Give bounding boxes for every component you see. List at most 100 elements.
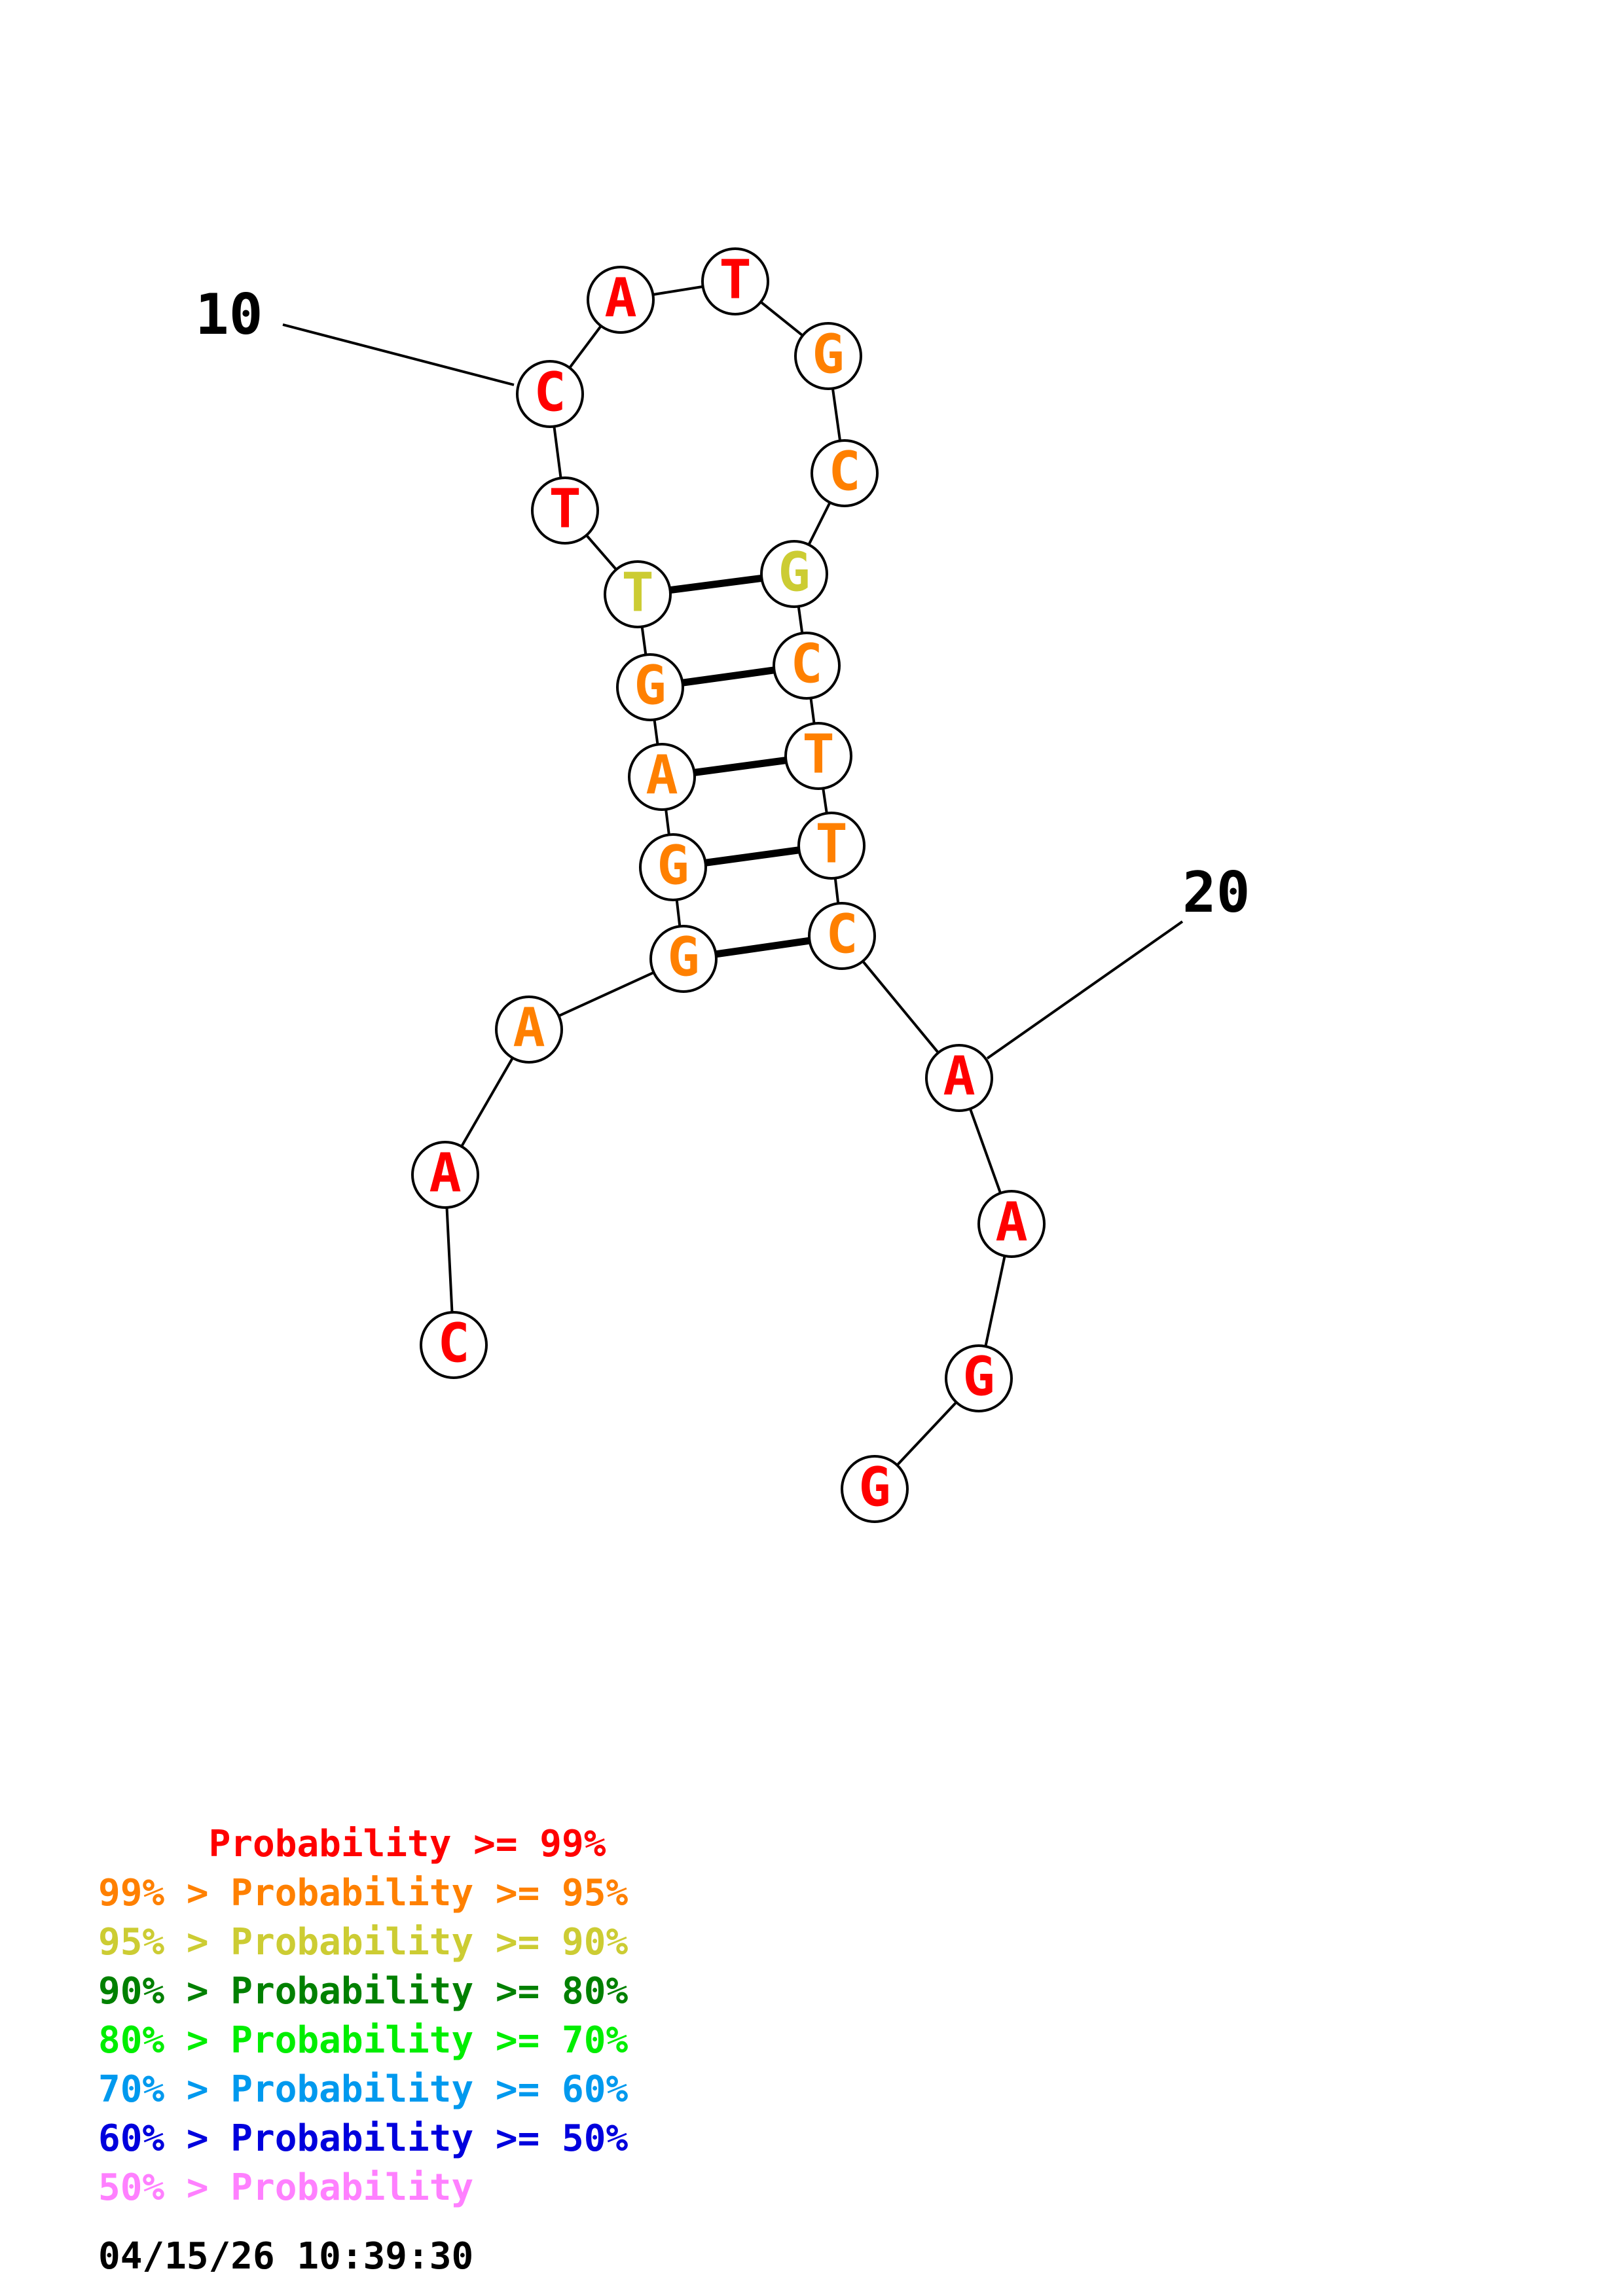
number-label-leader xyxy=(986,920,1184,1060)
backbone-link xyxy=(553,426,562,478)
nucleotide-circle xyxy=(587,266,655,334)
base-pair-layer xyxy=(669,574,811,958)
backbone-link xyxy=(807,501,831,546)
nucleotide: G xyxy=(841,1455,909,1523)
nucleotide-circle xyxy=(628,743,696,811)
base-pair-bond xyxy=(669,574,763,594)
backbone-link xyxy=(585,534,617,571)
legend-label: Probability >= 60% xyxy=(230,2068,629,2111)
legend-prefix: 95% > xyxy=(98,1921,231,1964)
base-pair-bond xyxy=(715,937,811,958)
legend-row: 60% > Probability >= 50% xyxy=(98,2114,628,2163)
nucleotide-circle xyxy=(811,439,879,507)
backbone-link xyxy=(675,899,682,927)
nucleotide-circle xyxy=(784,722,852,790)
nucleotide: G xyxy=(649,925,718,993)
legend-prefix: 60% > xyxy=(98,2117,231,2160)
legend-prefix xyxy=(98,1823,209,1865)
legend-prefix: 99% > xyxy=(98,1872,231,1914)
nucleotide-letter: A xyxy=(429,1142,461,1204)
nucleotide: G xyxy=(639,833,707,901)
backbone-link xyxy=(809,698,816,724)
nucleotide-circle xyxy=(773,632,841,700)
probability-legend: Probability >= 99% 99% > Probability >= 9… xyxy=(98,1820,628,2212)
backbone-link xyxy=(862,960,939,1054)
nucleotide-circle xyxy=(797,812,866,880)
backbone-link xyxy=(653,719,659,745)
nucleotide-circle xyxy=(411,1141,479,1209)
legend-prefix: 80% > xyxy=(98,2019,231,2062)
backbone-link xyxy=(445,1207,454,1313)
nucleotide-letter: C xyxy=(828,440,860,503)
base-pair-bond xyxy=(704,846,800,867)
nucleotide-circle xyxy=(925,1044,993,1112)
nucleotide-circle xyxy=(616,653,684,721)
legend-label: Probability >= 50% xyxy=(230,2117,629,2160)
backbone-link xyxy=(831,388,842,441)
legend-label: Probability >= 90% xyxy=(230,1921,629,1964)
nucleotide: C xyxy=(516,360,584,428)
nucleotide-letter: A xyxy=(604,267,636,329)
backbone-link xyxy=(568,325,602,369)
nucleotide-circle xyxy=(760,540,828,608)
nucleotide-circle xyxy=(808,902,876,970)
backbone-link xyxy=(984,1255,1006,1347)
nucleotide-circle xyxy=(701,247,769,315)
nucleotide-letter: G xyxy=(858,1456,890,1518)
legend-row: 90% > Probability >= 80% xyxy=(98,1967,628,2016)
legend-prefix: 90% > xyxy=(98,1970,231,2013)
nucleotide: A xyxy=(977,1190,1046,1258)
legend-row: 50% > Probability xyxy=(98,2163,628,2212)
legend-row: 80% > Probability >= 70% xyxy=(98,2016,628,2065)
number-label: 20 xyxy=(1182,860,1250,925)
legend-row: Probability >= 99% xyxy=(98,1820,628,1869)
nucleotide: G xyxy=(794,322,862,390)
nucleotide-circle xyxy=(649,925,718,993)
nucleotide-letter: C xyxy=(790,633,822,695)
nucleotide-circle xyxy=(841,1455,909,1523)
backbone-link xyxy=(822,788,828,814)
base-pair-bond xyxy=(682,666,775,687)
base-pair-bond xyxy=(693,757,787,776)
backbone-link xyxy=(833,878,840,904)
backbone-link xyxy=(797,606,804,634)
nucleotide-letter: A xyxy=(943,1045,975,1107)
timestamp: 04/15/26 10:39:30 xyxy=(98,2235,474,2278)
nucleotide: G xyxy=(616,653,684,721)
nucleotide: A xyxy=(587,266,655,334)
nucleotide: T xyxy=(784,722,852,790)
nucleotide-letter: G xyxy=(962,1346,994,1408)
nucleotide-letter: A xyxy=(646,744,678,806)
nucleotide: T xyxy=(604,560,672,628)
nucleotide-letter: T xyxy=(802,723,834,785)
nucleotide-letter: T xyxy=(621,562,653,624)
nucleotide-circle xyxy=(495,996,563,1064)
backbone-layer xyxy=(445,285,1006,1466)
nucleotide-letter: A xyxy=(995,1191,1027,1253)
legend-label: Probability xyxy=(230,2166,474,2209)
nucleotide-circle xyxy=(639,833,707,901)
nucleotide-circle xyxy=(977,1190,1046,1258)
legend-label: Probability >= 95% xyxy=(230,1872,629,1914)
nucleotide: G xyxy=(760,540,828,608)
nucleotide: C xyxy=(773,632,841,700)
nucleotide-circle xyxy=(420,1311,488,1379)
legend-row: 95% > Probability >= 90% xyxy=(98,1918,628,1967)
nucleotide-circle xyxy=(945,1344,1013,1412)
nucleotide-letter: G xyxy=(778,541,810,603)
number-label-layer: 10 20 xyxy=(195,282,1250,1060)
legend-prefix: 50% > xyxy=(98,2166,231,2209)
nucleotide-letter: T xyxy=(719,249,751,311)
legend-row: 99% > Probability >= 95% xyxy=(98,1869,628,1918)
nucleotide-circle xyxy=(516,360,584,428)
nucleotide-letter: G xyxy=(657,834,689,897)
nucleotide: C xyxy=(808,902,876,970)
nucleotide-circle xyxy=(794,322,862,390)
nucleotide-letter: A xyxy=(513,997,545,1059)
nucleotide: G xyxy=(945,1344,1013,1412)
legend-label: Probability >= 70% xyxy=(230,2019,629,2062)
nucleotide-circle xyxy=(531,476,599,545)
backbone-link xyxy=(969,1108,1002,1194)
